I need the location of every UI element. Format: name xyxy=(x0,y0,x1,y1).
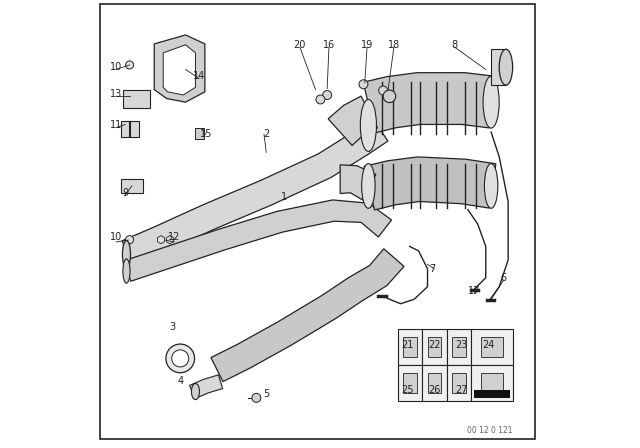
Text: 2: 2 xyxy=(263,129,269,139)
Bar xyxy=(447,365,472,401)
Text: 7: 7 xyxy=(429,264,435,274)
Text: 22: 22 xyxy=(428,340,440,350)
Bar xyxy=(403,337,417,357)
Text: 14: 14 xyxy=(193,71,205,81)
Circle shape xyxy=(316,95,325,104)
Text: 18: 18 xyxy=(388,40,400,50)
Text: 12: 12 xyxy=(168,233,180,242)
Text: 27: 27 xyxy=(455,385,467,395)
Polygon shape xyxy=(491,49,506,85)
Text: 20: 20 xyxy=(294,40,306,50)
Text: 13: 13 xyxy=(110,89,122,99)
Text: 24: 24 xyxy=(482,340,494,350)
Circle shape xyxy=(125,61,134,69)
Bar xyxy=(397,329,422,365)
Text: 4: 4 xyxy=(178,376,184,386)
Ellipse shape xyxy=(191,383,200,400)
Ellipse shape xyxy=(122,241,131,268)
Text: 1: 1 xyxy=(281,192,287,202)
Polygon shape xyxy=(163,45,195,95)
Text: 9: 9 xyxy=(122,188,128,198)
Text: 00 12 0 121: 00 12 0 121 xyxy=(467,426,513,435)
Polygon shape xyxy=(154,35,205,102)
Circle shape xyxy=(252,393,261,402)
Polygon shape xyxy=(328,96,378,146)
Text: 8: 8 xyxy=(451,40,458,50)
Bar xyxy=(452,373,466,393)
Bar xyxy=(428,373,441,393)
Text: 16: 16 xyxy=(323,40,335,50)
Bar xyxy=(452,337,466,357)
Text: 10: 10 xyxy=(110,233,122,242)
Circle shape xyxy=(172,350,189,367)
Polygon shape xyxy=(124,200,392,281)
Text: 26: 26 xyxy=(428,385,440,395)
Ellipse shape xyxy=(484,164,498,208)
Polygon shape xyxy=(364,73,495,133)
Circle shape xyxy=(359,80,368,89)
Text: 15: 15 xyxy=(200,129,212,139)
Bar xyxy=(121,179,143,193)
Bar xyxy=(422,365,447,401)
Bar xyxy=(123,90,150,108)
Bar xyxy=(481,373,504,393)
Bar xyxy=(481,337,504,357)
Bar xyxy=(397,365,422,401)
Text: 23: 23 xyxy=(455,340,467,350)
Bar xyxy=(472,365,513,401)
Text: 10: 10 xyxy=(110,62,122,72)
Text: 3: 3 xyxy=(169,322,175,332)
Text: 6: 6 xyxy=(500,273,507,283)
Ellipse shape xyxy=(499,49,513,85)
Bar xyxy=(428,337,441,357)
Circle shape xyxy=(379,86,388,95)
Polygon shape xyxy=(189,375,223,399)
Text: 21: 21 xyxy=(401,340,413,350)
Bar xyxy=(422,329,447,365)
Polygon shape xyxy=(122,119,388,266)
Bar xyxy=(474,390,511,398)
Circle shape xyxy=(383,90,396,103)
Bar xyxy=(195,128,204,139)
Circle shape xyxy=(125,236,134,244)
Text: 5: 5 xyxy=(263,389,269,399)
Polygon shape xyxy=(340,165,376,200)
Polygon shape xyxy=(211,249,404,382)
Bar xyxy=(472,329,513,365)
Polygon shape xyxy=(364,157,496,210)
Ellipse shape xyxy=(483,76,499,128)
Bar xyxy=(121,121,139,137)
Ellipse shape xyxy=(362,164,375,208)
Text: 25: 25 xyxy=(401,385,413,395)
Text: 19: 19 xyxy=(361,40,373,50)
Circle shape xyxy=(166,344,195,373)
Bar xyxy=(403,373,417,393)
Circle shape xyxy=(323,90,332,99)
Ellipse shape xyxy=(123,259,130,283)
Text: 17: 17 xyxy=(468,286,481,296)
Bar xyxy=(447,329,472,365)
Text: 11: 11 xyxy=(110,121,122,130)
Ellipse shape xyxy=(360,99,376,151)
